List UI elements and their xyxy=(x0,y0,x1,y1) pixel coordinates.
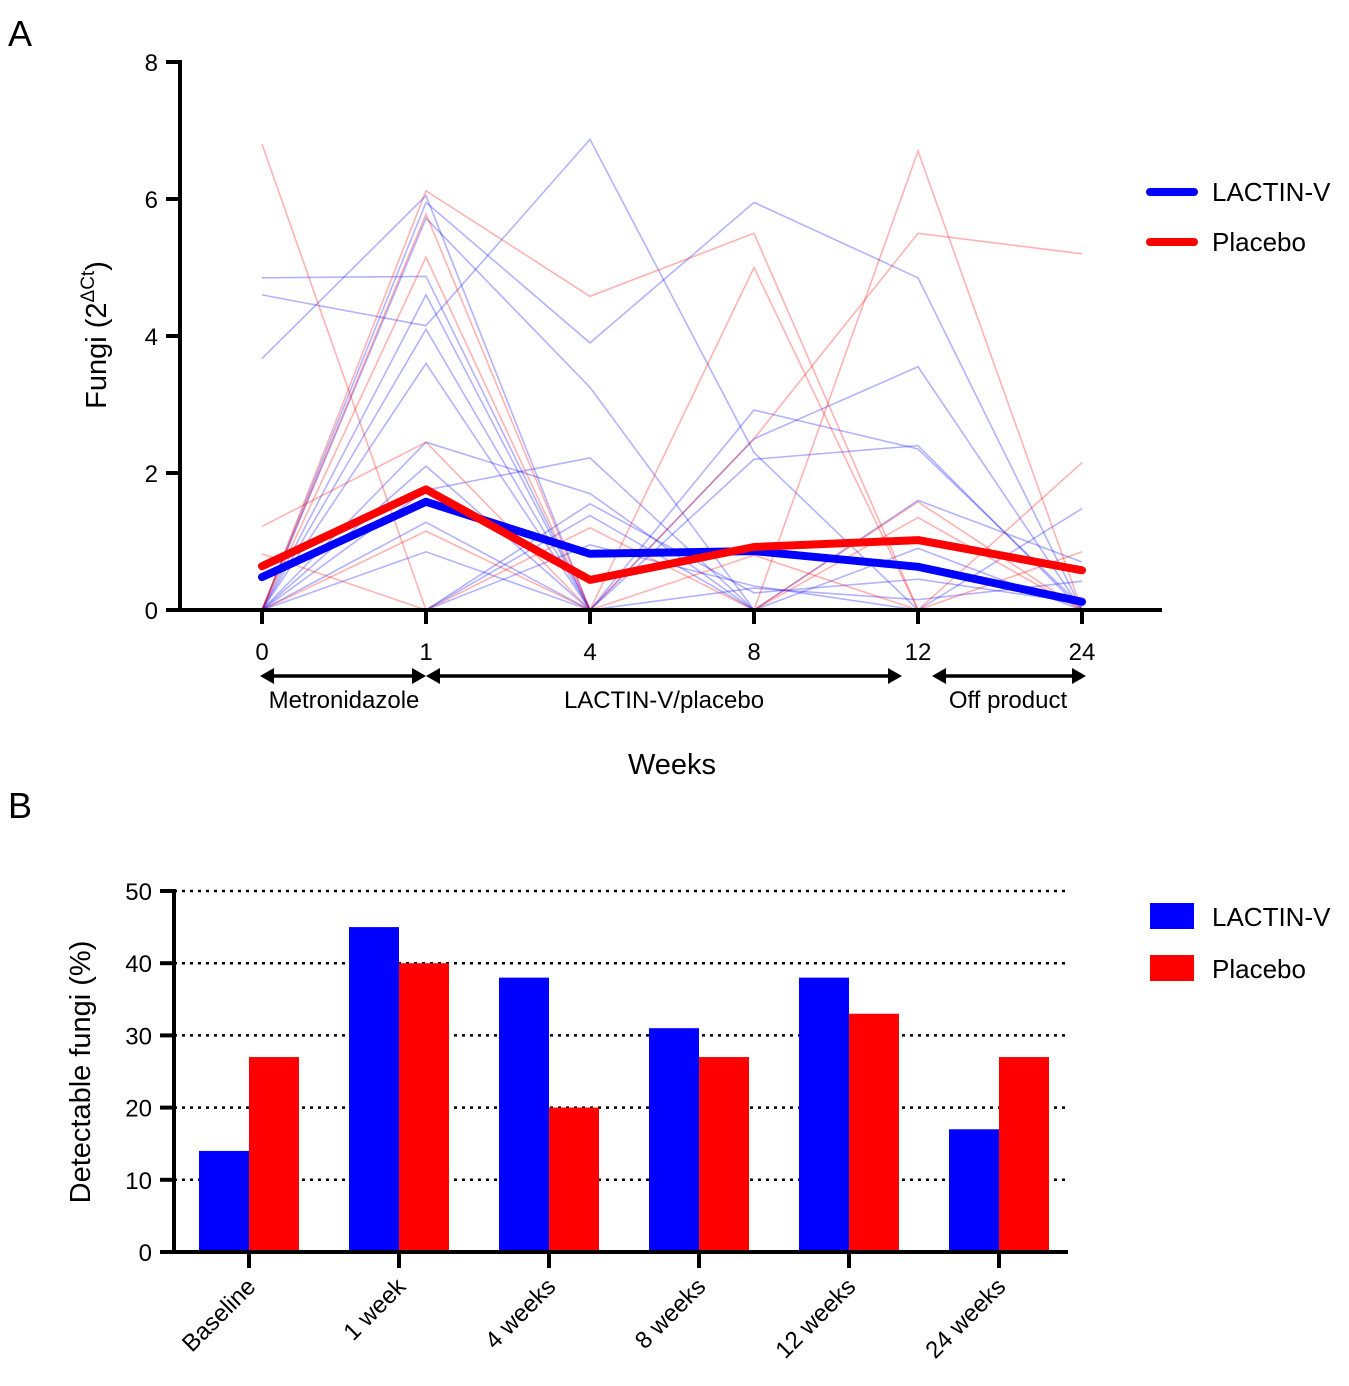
bar-placebo-24-weeks xyxy=(999,1057,1049,1252)
phase-label: LACTIN-V/placebo xyxy=(564,687,764,714)
bars xyxy=(199,927,1049,1252)
bar-lactin-v-baseline xyxy=(199,1150,249,1252)
legend: LACTIN-V Placebo xyxy=(1146,177,1331,257)
x-tick-label: 24 xyxy=(1069,639,1096,666)
y-axis-title: Detectable fungi (%) xyxy=(65,941,97,1204)
bar-placebo-1-week xyxy=(399,963,449,1252)
x-tick-label: 12 weeks xyxy=(770,1273,861,1364)
y-tick-label: 0 xyxy=(145,598,158,625)
y-tick-label: 40 xyxy=(125,951,152,978)
x-tick-label: 12 xyxy=(905,639,932,666)
panel-b-bar-chart: B 0 10 20 30 40 50 Baseline 1 week 4 weeks 8 week… xyxy=(8,785,1331,1364)
mean-line-lactin-v xyxy=(258,497,1086,606)
x-tick-label: Baseline xyxy=(177,1273,261,1357)
bar-placebo-8-weeks xyxy=(699,1057,749,1252)
individual-line-lactin-v-3 xyxy=(261,201,1083,611)
y-tick-label: 50 xyxy=(125,879,152,906)
x-tick-label: 8 weeks xyxy=(630,1273,711,1354)
y-tick-label: 4 xyxy=(145,324,158,351)
y-tick-label: 30 xyxy=(125,1023,152,1050)
phase-arrow-head-left xyxy=(260,668,274,684)
phase-arrow-head-left xyxy=(426,668,440,684)
individual-line-placebo-22 xyxy=(261,255,1082,612)
x-tick-label: 0 xyxy=(255,639,268,666)
y-tick-label: 2 xyxy=(145,461,158,488)
y-axis-title: Fungi (2ΔCt) xyxy=(78,261,113,409)
x-tick-label: 4 weeks xyxy=(480,1273,561,1354)
phase-label: Off product xyxy=(949,687,1068,714)
y-tick-label: 8 xyxy=(145,50,158,77)
bar-lactin-v-12-weeks xyxy=(799,977,849,1252)
individual-line-lactin-v-6 xyxy=(261,327,1083,612)
bar-lactin-v-4-weeks xyxy=(499,977,549,1252)
bar-lactin-v-8-weeks xyxy=(649,1028,699,1252)
x-tick-label: 8 xyxy=(747,639,760,666)
legend-label: LACTIN-V xyxy=(1212,177,1331,207)
mean-line-placebo xyxy=(258,485,1086,584)
phase-arrow-head-right xyxy=(412,668,426,684)
legend-label: Placebo xyxy=(1212,954,1306,984)
x-axis-title: Weeks xyxy=(628,749,716,781)
individual-line-lactin-v-10 xyxy=(261,457,1083,611)
bar-lactin-v-24-weeks xyxy=(949,1129,999,1252)
x-tick-label: 1 xyxy=(419,639,432,666)
individual-line-lactin-v-9 xyxy=(261,444,1083,612)
bar-placebo-baseline xyxy=(249,1057,299,1252)
axes xyxy=(166,60,1162,624)
x-tick-label: 4 xyxy=(583,639,596,666)
legend-label: LACTIN-V xyxy=(1212,902,1331,932)
panel-a-letter: A xyxy=(8,13,32,54)
legend-swatch-lactin-v xyxy=(1150,903,1194,929)
gridlines xyxy=(174,889,1068,1182)
treatment-phases: Metronidazole LACTIN-V/placebo Off product xyxy=(260,668,1086,714)
legend-label: Placebo xyxy=(1212,227,1306,257)
phase-label: Metronidazole xyxy=(269,687,420,714)
phase-arrow-head-right xyxy=(888,668,902,684)
axes xyxy=(160,889,1068,1268)
bar-placebo-12-weeks xyxy=(849,1013,899,1252)
legend: LACTIN-V Placebo xyxy=(1150,902,1331,984)
phase-arrow-head-right xyxy=(1072,668,1086,684)
y-tick-label: 20 xyxy=(125,1096,152,1123)
mean-lines xyxy=(258,485,1086,606)
legend-swatch-placebo xyxy=(1150,955,1194,981)
y-tick-label: 0 xyxy=(139,1240,152,1267)
y-tick-label: 10 xyxy=(125,1168,152,1195)
x-tick-label: 1 week xyxy=(338,1272,412,1346)
x-tick-label: 24 weeks xyxy=(920,1273,1011,1364)
bar-placebo-4-weeks xyxy=(549,1107,599,1252)
panel-b-letter: B xyxy=(8,785,32,826)
individual-lines xyxy=(261,137,1083,612)
bar-lactin-v-1-week xyxy=(349,927,399,1252)
phase-arrow-head-left xyxy=(932,668,946,684)
y-tick-label: 6 xyxy=(145,187,158,214)
individual-line-lactin-v-5 xyxy=(261,293,1083,612)
